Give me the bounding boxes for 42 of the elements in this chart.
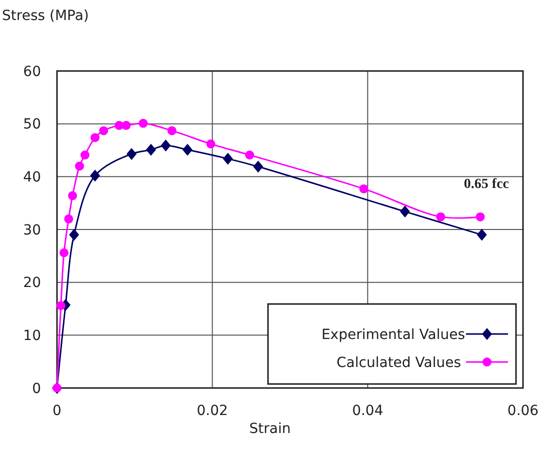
- point: [99, 126, 108, 136]
- point: [122, 120, 131, 130]
- point: [400, 206, 410, 218]
- y-tick-label: 60: [23, 64, 41, 80]
- point: [56, 301, 66, 310]
- point: [90, 170, 100, 182]
- annotation: 0.65 fcc: [464, 177, 509, 192]
- y-tick-label: 20: [23, 275, 41, 292]
- point: [68, 191, 78, 200]
- point: [69, 228, 80, 241]
- point: [90, 133, 100, 142]
- x-axis-title: Strain: [249, 421, 291, 437]
- point: [160, 139, 171, 152]
- point: [206, 139, 216, 148]
- point: [476, 212, 485, 222]
- y-tick-label: 10: [23, 328, 41, 344]
- point: [436, 212, 446, 222]
- y-tick-label: 30: [23, 222, 41, 238]
- legend-label: Experimental Values: [321, 326, 465, 343]
- point: [476, 228, 487, 241]
- x-tick-label: 0.04: [352, 403, 384, 419]
- point: [253, 160, 264, 173]
- point: [245, 150, 254, 160]
- legend-label: Calculated Values: [336, 354, 461, 371]
- point: [59, 248, 68, 258]
- y-tick-label: 0: [32, 380, 41, 397]
- point: [359, 184, 368, 194]
- point: [182, 144, 192, 156]
- point: [80, 150, 90, 160]
- point: [75, 162, 84, 171]
- x-tick-label: 0.02: [196, 403, 228, 419]
- x-tick-label: 0.06: [507, 403, 539, 419]
- point: [146, 144, 156, 156]
- y-tick-label: 40: [23, 170, 41, 186]
- point: [138, 118, 148, 128]
- point: [64, 214, 74, 224]
- x-tick-label: 0: [52, 403, 62, 419]
- point: [222, 152, 233, 165]
- y-tick-label: 50: [23, 116, 41, 133]
- point: [167, 126, 176, 136]
- point: [126, 148, 137, 160]
- y-axis-title: Stress (MPa): [2, 8, 89, 24]
